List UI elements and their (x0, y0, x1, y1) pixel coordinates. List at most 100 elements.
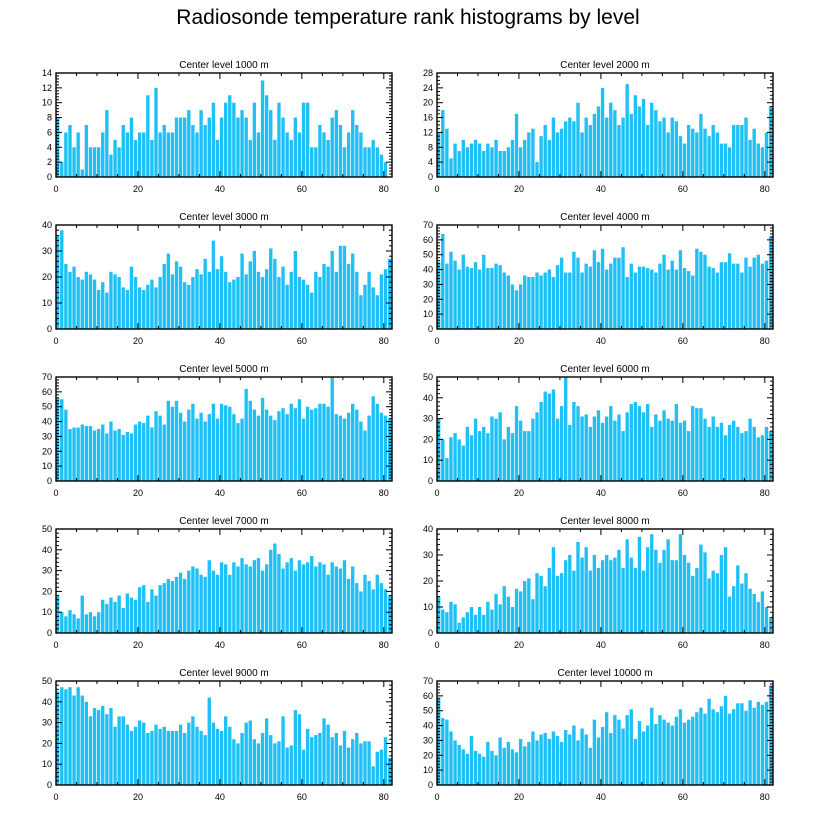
histogram-bar (744, 257, 748, 329)
histogram-bar (72, 147, 76, 177)
histogram-bar (260, 277, 265, 329)
histogram-bar (494, 594, 498, 633)
histogram-bar (518, 147, 523, 177)
histogram-bar (207, 414, 211, 481)
histogram-bar (510, 433, 515, 481)
histogram-bar (199, 574, 203, 633)
histogram-bar (240, 253, 244, 329)
histogram-bar (129, 433, 134, 481)
histogram-bar (264, 269, 269, 329)
histogram-bar (342, 245, 347, 329)
x-tick-label: 60 (678, 488, 688, 498)
x-tick-label: 80 (760, 336, 770, 346)
histogram-bar (764, 607, 769, 633)
histogram-bar (178, 572, 183, 633)
histogram-bar (572, 121, 576, 177)
histogram-bar (457, 269, 461, 329)
histogram-bar (441, 609, 445, 633)
histogram-bar (732, 420, 736, 481)
histogram-bar (68, 271, 72, 329)
x-tick-label: 0 (53, 488, 58, 498)
histogram-bar (502, 586, 506, 633)
histogram-bar (637, 536, 642, 633)
histogram-panel: Center level 10000 m 0 20 40 60 80 0 10 20 30 40 50… (423, 668, 774, 802)
histogram-bar (129, 117, 134, 177)
histogram-bar (584, 547, 588, 633)
histogram-bar (564, 730, 568, 785)
histogram-bar (109, 597, 113, 633)
histogram-bar (269, 248, 273, 329)
histogram-bar (342, 560, 347, 633)
histogram-bar (437, 418, 441, 481)
histogram-bar (105, 433, 109, 481)
histogram-bar (109, 271, 113, 329)
histogram-bar (228, 574, 232, 633)
y-tick-label: 4 (428, 157, 433, 167)
histogram-bar (592, 555, 597, 633)
histogram-bar (727, 713, 732, 785)
histogram-bar (72, 695, 76, 785)
histogram-bar (686, 719, 691, 785)
x-tick-label: 40 (215, 184, 225, 194)
y-tick-label: 10 (423, 309, 433, 319)
histogram-bar (334, 566, 338, 633)
histogram-bar (473, 418, 478, 481)
histogram-bar (695, 568, 699, 633)
histogram-bar (244, 722, 248, 785)
x-tick-label: 0 (434, 488, 439, 498)
histogram-bar (269, 735, 273, 785)
histogram-bar (256, 558, 261, 633)
histogram-bar (96, 710, 101, 785)
histogram-bar (219, 117, 224, 177)
histogram-bar (228, 282, 232, 329)
histogram-bar (375, 574, 379, 633)
histogram-bar (310, 147, 314, 177)
histogram-bar (551, 117, 556, 177)
histogram-bar (293, 408, 298, 481)
histogram-bar (498, 737, 502, 785)
histogram-bar (68, 687, 72, 785)
histogram-bar (105, 603, 109, 633)
histogram-bar (273, 420, 277, 481)
histogram-bar (617, 414, 621, 481)
histogram-bar (543, 586, 547, 633)
histogram-bar (273, 258, 277, 329)
histogram-bar (691, 406, 695, 481)
y-tick-label: 70 (42, 372, 52, 382)
x-tick-label: 40 (596, 184, 606, 194)
histogram-bar (314, 566, 318, 633)
histogram-bar (514, 113, 519, 177)
histogram-bar (191, 566, 195, 633)
y-tick-label: 10 (42, 298, 52, 308)
histogram-bar (740, 433, 744, 481)
histogram-bar (539, 575, 543, 633)
histogram-bar (289, 745, 293, 785)
histogram-bar (621, 117, 625, 177)
histogram-bar (715, 132, 719, 177)
histogram-bar (551, 547, 556, 633)
histogram-bar (346, 412, 351, 481)
histogram-bar (387, 418, 392, 481)
histogram-bar (117, 277, 121, 329)
histogram-bar (264, 718, 269, 785)
histogram-bar (183, 733, 187, 785)
histogram-bar (461, 617, 465, 633)
y-tick-label: 70 (423, 676, 433, 686)
y-tick-label: 10 (423, 765, 433, 775)
histogram-bar (289, 558, 293, 633)
histogram-bar (555, 265, 560, 329)
histogram-bar (351, 403, 355, 481)
histogram-bar (285, 132, 289, 177)
histogram-bar (449, 731, 453, 785)
histogram-bar (588, 125, 592, 177)
histogram-bar (310, 292, 314, 329)
histogram-bar (494, 139, 498, 177)
y-tick-label: 10 (42, 759, 52, 769)
x-tick-label: 0 (53, 336, 58, 346)
histogram-bar (715, 712, 719, 785)
histogram-bar (473, 262, 478, 329)
y-tick-label: 20 (423, 98, 433, 108)
histogram-bar (568, 424, 572, 481)
histogram-bar (482, 614, 486, 633)
histogram-bar (670, 560, 674, 633)
